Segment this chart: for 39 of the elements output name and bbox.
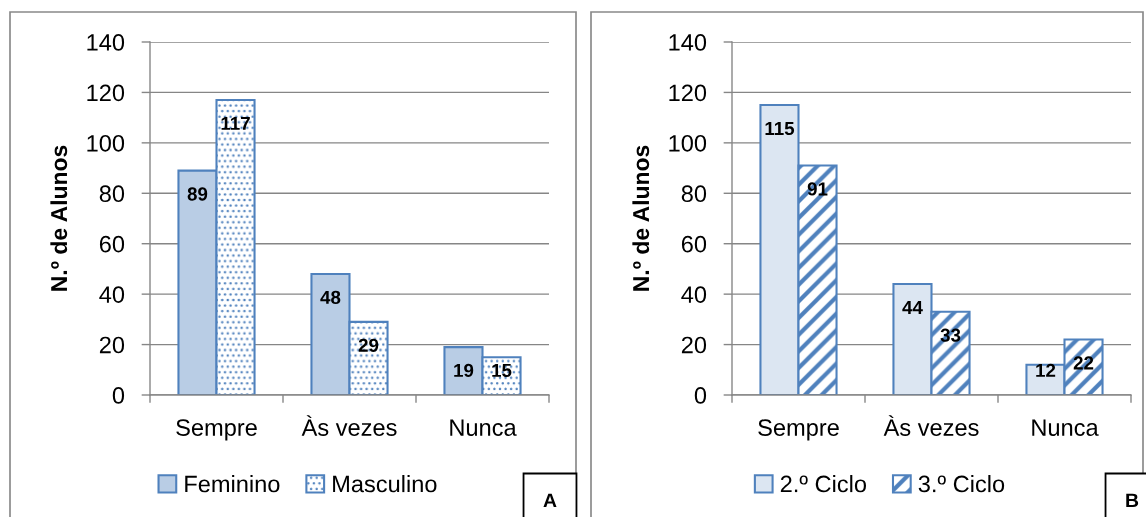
- x-tick-label: Sempre: [758, 419, 839, 441]
- data-label: 44: [902, 301, 923, 314]
- data-label: 19: [454, 363, 474, 378]
- y-tick-label: 140: [87, 34, 125, 51]
- data-label: 29: [358, 338, 379, 352]
- y-tick-label: 120: [87, 84, 125, 102]
- y-tick-label: 20: [681, 336, 707, 354]
- y-tick-label: 40: [681, 286, 707, 303]
- y-tick-label: 40: [99, 286, 125, 303]
- y-tick-label: 80: [99, 185, 125, 203]
- y-tick-label: 140: [669, 34, 707, 51]
- y-axis-title: N.º de Alunos: [50, 145, 68, 291]
- legend-label: 2.º Ciclo: [780, 474, 867, 493]
- data-label: 89: [187, 187, 208, 201]
- x-tick-label: Às vezes: [883, 415, 979, 436]
- legend-label: Feminino: [185, 474, 280, 493]
- y-tick-label: 100: [87, 134, 125, 152]
- y-axis-title: N.º de Alunos: [632, 145, 650, 291]
- data-label: 15: [492, 363, 512, 378]
- x-tick-label: Nunca: [1032, 419, 1099, 436]
- legend-label: 3.º Ciclo: [918, 474, 1005, 493]
- x-tick-label: Às vezes: [301, 415, 397, 436]
- y-tick-label: 60: [99, 235, 125, 253]
- text: A: [543, 493, 557, 508]
- y-tick-label: 60: [681, 235, 707, 253]
- y-tick-label: 80: [681, 185, 707, 203]
- data-label: 115: [765, 121, 795, 136]
- data-label: 117: [221, 116, 250, 130]
- x-tick-label: Sempre: [176, 419, 257, 441]
- data-label: 12: [1036, 363, 1056, 377]
- y-tick-label: 100: [669, 134, 707, 152]
- y-tick-label: 120: [669, 84, 707, 102]
- text: B: [1126, 493, 1139, 508]
- x-tick-label: Nunca: [450, 419, 517, 436]
- data-label: 48: [320, 290, 341, 304]
- y-tick-label: 20: [99, 336, 125, 354]
- y-tick-label: 0: [112, 387, 125, 404]
- legend-label: Masculino: [333, 474, 437, 493]
- y-tick-label: 0: [694, 387, 707, 404]
